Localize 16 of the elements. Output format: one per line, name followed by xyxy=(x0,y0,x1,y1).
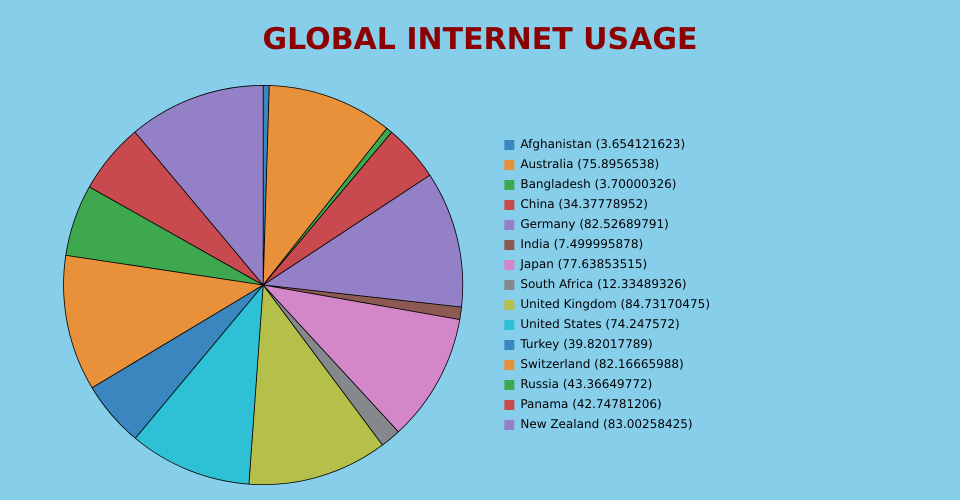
legend-label: China (34.37778952) xyxy=(520,197,648,212)
legend-label: United States (74.247572) xyxy=(520,317,680,332)
legend-label: Germany (82.52689791) xyxy=(520,217,669,232)
legend-label: Japan (77.63853515) xyxy=(519,257,648,272)
legend-label: Russia (43.36649772) xyxy=(520,377,652,392)
legend-label: South Africa (12.33489326) xyxy=(520,277,687,292)
legend-label: Afghanistan (3.654121623) xyxy=(520,137,686,152)
legend-label: Panama (42.74781206) xyxy=(520,397,662,412)
legend-label: Australia (75.8956538) xyxy=(520,157,660,172)
chart-title: GLOBAL INTERNET USAGE xyxy=(262,22,698,57)
legend-label: Switzerland (82.16665988) xyxy=(520,357,684,372)
legend-label: New Zealand (83.00258425) xyxy=(520,417,693,432)
legend-label: Turkey (39.82017789) xyxy=(519,337,653,352)
legend-label: India (7.499995878) xyxy=(520,237,644,252)
legend-label: Bangladesh (3.70000326) xyxy=(520,177,676,192)
legend-label: United Kingdom (84.73170475) xyxy=(520,297,710,312)
